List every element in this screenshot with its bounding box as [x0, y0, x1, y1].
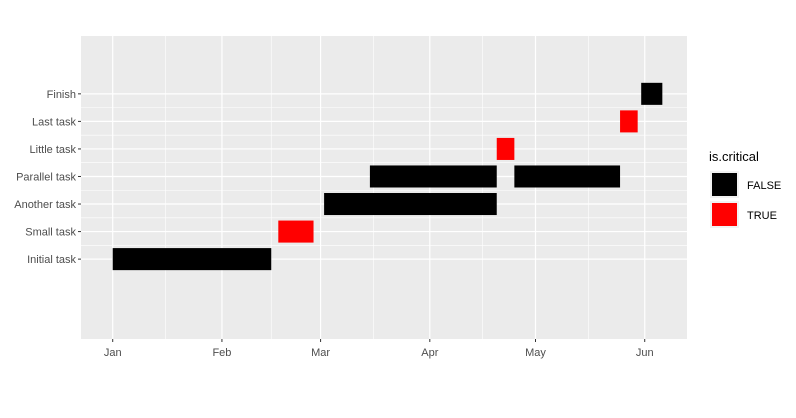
task-bar — [278, 220, 314, 243]
y-tick-label: Small task — [25, 227, 76, 239]
x-tick-label: Jan — [104, 347, 122, 359]
y-tick-label: Another task — [14, 199, 76, 211]
task-bar — [324, 193, 497, 216]
task-bar — [514, 165, 621, 188]
task-bar — [369, 165, 497, 188]
legend-label: TRUE — [747, 210, 777, 222]
x-tick-label: Feb — [212, 347, 231, 359]
task-bar — [496, 137, 515, 160]
legend-entries: FALSE TRUE — [710, 171, 781, 228]
x-axis: Jan Feb Mar Apr May Jun — [104, 339, 654, 359]
y-tick-label: Initial task — [27, 254, 76, 266]
y-tick-label: Finish — [47, 89, 76, 101]
legend-swatch — [712, 203, 737, 226]
task-bar — [641, 82, 663, 105]
legend-label: FALSE — [747, 180, 781, 192]
x-tick-label: Apr — [421, 347, 438, 359]
x-tick-label: May — [525, 347, 546, 359]
task-bar — [112, 248, 272, 271]
x-tick-label: Jun — [636, 347, 654, 359]
legend-swatch — [712, 173, 737, 196]
y-axis: Initial task Small task Another task Parall… — [14, 89, 81, 266]
y-tick-label: Parallel task — [16, 171, 76, 183]
task-bars — [112, 82, 663, 271]
x-tick-label: Mar — [311, 347, 330, 359]
legend: is.critical FALSE TRUE — [709, 149, 781, 228]
y-tick-label: Last task — [32, 116, 77, 128]
y-tick-label: Little task — [30, 144, 77, 156]
legend-title: is.critical — [709, 149, 759, 164]
task-bar — [620, 110, 638, 133]
